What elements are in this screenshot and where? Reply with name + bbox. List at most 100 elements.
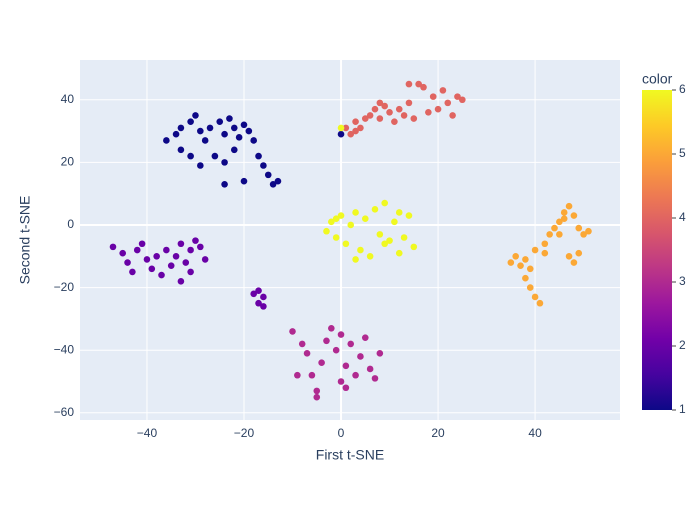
point [522,274,529,282]
point [187,246,194,254]
point [177,124,185,132]
x-tick-label: −20 [234,426,255,440]
point [386,108,393,116]
point [129,268,136,276]
x-tick-label: 0 [338,426,345,440]
point [323,227,330,235]
point [158,271,165,279]
colorbar-tick-label: 3 [679,274,686,288]
point [444,99,452,107]
point [226,115,233,122]
point [124,259,131,266]
point [565,202,573,210]
point [376,99,384,107]
point [556,218,563,226]
point [352,127,359,135]
point [400,112,408,119]
point [197,162,204,169]
point [415,80,422,88]
point [531,293,539,301]
point [332,346,340,354]
point [381,102,388,110]
colorbar [642,90,672,410]
point [294,371,301,379]
point [361,334,369,341]
point [410,243,418,251]
point [522,256,529,263]
point [332,215,340,223]
point [371,105,379,113]
point [303,350,311,357]
colorbar-title: color [642,71,673,87]
x-tick-label: 40 [528,426,542,440]
point [167,262,175,269]
point [565,252,573,260]
point [221,180,228,188]
colorbar-tick-label: 4 [679,210,686,224]
point [459,96,466,104]
y-tick-label: −20 [54,280,75,294]
point [352,256,359,263]
point [560,209,568,216]
point [352,209,359,216]
x-tick-label: −40 [137,426,158,440]
point [138,240,146,248]
point [342,362,350,370]
point [570,259,578,266]
point [177,278,185,285]
point [507,259,515,266]
point [405,99,413,107]
point [342,240,350,248]
colorbar-tick-label: 1 [679,402,686,416]
point [391,218,398,226]
point [429,93,437,100]
point [381,199,388,207]
point [201,137,209,144]
point [274,177,282,185]
point [172,130,180,138]
point [197,243,204,251]
x-tick-label: 20 [431,426,445,440]
point [395,105,403,113]
point [575,249,583,257]
point [526,284,534,291]
point [395,209,403,216]
point [361,215,369,223]
point [163,137,170,144]
point [580,231,587,238]
point [386,237,393,244]
point [381,240,388,248]
point [264,171,272,179]
y-tick-label: 40 [61,92,75,106]
point [211,152,219,160]
point [420,83,427,91]
point [250,137,257,144]
point [332,234,340,241]
point [439,87,447,94]
point [230,124,238,132]
point [352,118,359,125]
point [366,252,374,260]
point [172,252,180,260]
point [177,146,185,154]
point [289,328,296,335]
point [337,124,345,132]
point [556,231,563,238]
colorbar-tick-label: 2 [679,338,686,352]
point [366,112,374,119]
point [318,359,325,367]
y-tick-label: 20 [61,155,75,169]
point [575,224,583,232]
point [366,365,374,373]
point [201,256,209,263]
point [526,265,534,273]
point [410,115,418,122]
y-tick-label: −60 [54,405,75,419]
point [133,246,141,254]
point [260,303,267,310]
point [376,115,384,122]
point [405,80,413,88]
point [240,177,248,185]
point [143,256,151,263]
point [400,234,408,241]
